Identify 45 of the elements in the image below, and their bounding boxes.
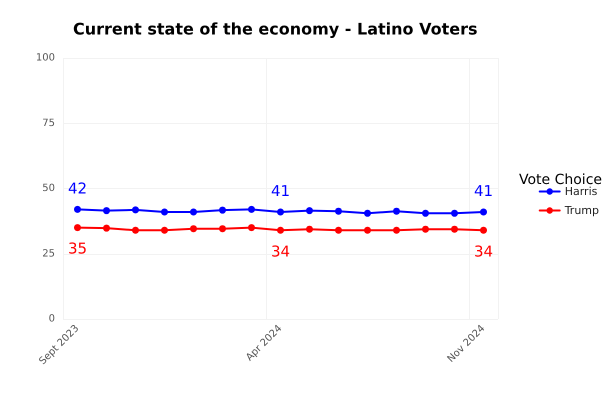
point xyxy=(393,208,400,215)
y-tick-label: 25 xyxy=(42,248,55,260)
point xyxy=(161,226,168,234)
data-label: 41 xyxy=(474,182,494,200)
y-tick-label: 50 xyxy=(42,183,55,194)
legend-title: Vote Choice xyxy=(518,172,602,188)
y-tick-label: 0 xyxy=(48,314,55,324)
y-tick-label: 100 xyxy=(36,52,55,64)
point xyxy=(219,225,226,232)
point xyxy=(103,207,110,214)
point xyxy=(364,226,371,234)
point xyxy=(364,210,371,217)
point xyxy=(306,226,313,233)
point xyxy=(190,208,197,216)
point xyxy=(422,226,429,233)
point xyxy=(190,225,197,232)
data-label: 35 xyxy=(68,240,88,258)
point xyxy=(132,226,139,234)
data-label: 42 xyxy=(68,179,88,198)
legend-label: Harris xyxy=(564,185,598,198)
data-label: 34 xyxy=(270,242,290,260)
point xyxy=(306,207,313,214)
data-label: 34 xyxy=(474,242,494,260)
point xyxy=(480,208,487,216)
point xyxy=(451,210,458,217)
point xyxy=(74,224,81,232)
point xyxy=(335,226,342,234)
point xyxy=(103,224,110,232)
point xyxy=(248,206,255,213)
y-tick-label: 75 xyxy=(42,118,55,129)
point xyxy=(451,226,458,233)
point xyxy=(335,208,342,215)
point xyxy=(132,206,139,214)
point xyxy=(161,208,168,216)
point xyxy=(248,224,255,232)
point xyxy=(277,208,284,216)
data-label: 41 xyxy=(270,182,290,200)
point xyxy=(393,226,400,234)
point xyxy=(480,226,487,234)
point xyxy=(219,206,226,214)
legend-label: Trump xyxy=(564,204,600,217)
point xyxy=(74,206,81,213)
chart-title: Current state of the economy - Latino Voters xyxy=(73,20,478,38)
point xyxy=(277,226,284,234)
point xyxy=(422,210,429,217)
